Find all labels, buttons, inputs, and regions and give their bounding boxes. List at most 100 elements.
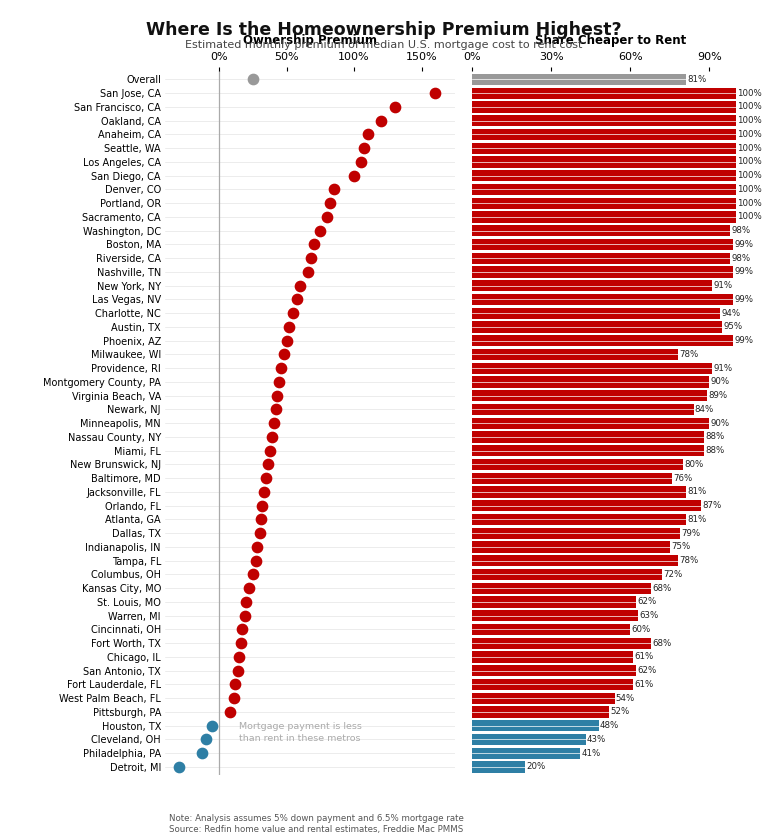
Bar bbox=[472, 692, 614, 704]
Text: 62%: 62% bbox=[637, 597, 656, 607]
Bar bbox=[472, 184, 736, 195]
Bar bbox=[472, 555, 677, 566]
Point bbox=[255, 513, 267, 526]
Text: Estimated monthly premium of median U.S. mortgage cost to rent cost: Estimated monthly premium of median U.S.… bbox=[185, 40, 583, 50]
Point bbox=[247, 567, 259, 581]
Point bbox=[251, 541, 263, 554]
Text: 54%: 54% bbox=[616, 694, 635, 702]
Bar bbox=[472, 280, 712, 292]
Point bbox=[362, 127, 374, 141]
Text: 99%: 99% bbox=[734, 240, 753, 249]
Text: 41%: 41% bbox=[581, 748, 601, 758]
X-axis label: Share Cheaper to Rent: Share Cheaper to Rent bbox=[535, 34, 687, 47]
Text: 87%: 87% bbox=[703, 501, 722, 510]
Text: 90%: 90% bbox=[710, 419, 730, 427]
Point bbox=[328, 183, 340, 196]
Text: 99%: 99% bbox=[734, 295, 753, 304]
Text: 98%: 98% bbox=[732, 226, 751, 235]
Point bbox=[247, 73, 259, 86]
Point bbox=[264, 444, 276, 458]
Point bbox=[287, 307, 300, 320]
Bar bbox=[472, 198, 736, 209]
Text: 98%: 98% bbox=[732, 254, 751, 262]
Point bbox=[257, 485, 270, 499]
Text: 78%: 78% bbox=[679, 350, 698, 359]
Text: 52%: 52% bbox=[611, 707, 630, 716]
Bar bbox=[472, 747, 581, 758]
Text: Note: Analysis assumes 5% down payment and 6.5% mortgage rate
Source: Redfin hom: Note: Analysis assumes 5% down payment a… bbox=[169, 815, 464, 834]
Point bbox=[268, 416, 280, 430]
Text: 81%: 81% bbox=[687, 488, 707, 496]
Point bbox=[207, 719, 219, 732]
Bar bbox=[472, 582, 651, 594]
Text: 95%: 95% bbox=[723, 323, 743, 332]
Bar bbox=[472, 761, 525, 773]
Bar bbox=[472, 74, 686, 85]
Bar bbox=[472, 335, 733, 346]
Text: 100%: 100% bbox=[737, 144, 762, 153]
Text: 100%: 100% bbox=[737, 102, 762, 111]
Point bbox=[232, 664, 244, 677]
Point bbox=[273, 375, 285, 389]
Text: 90%: 90% bbox=[710, 377, 730, 386]
Point bbox=[294, 279, 306, 292]
Bar bbox=[472, 500, 701, 511]
Point bbox=[250, 554, 262, 567]
Bar bbox=[472, 349, 677, 360]
Point bbox=[233, 650, 246, 664]
Point bbox=[223, 706, 236, 719]
Text: 80%: 80% bbox=[684, 460, 703, 469]
Text: 81%: 81% bbox=[687, 515, 707, 524]
Point bbox=[173, 760, 185, 773]
Bar bbox=[472, 417, 710, 429]
Point bbox=[314, 224, 326, 237]
Bar bbox=[472, 651, 633, 663]
Text: 100%: 100% bbox=[737, 185, 762, 194]
Bar bbox=[472, 129, 736, 140]
Bar bbox=[472, 252, 730, 264]
Bar bbox=[472, 473, 673, 484]
Bar bbox=[472, 706, 609, 717]
Text: 20%: 20% bbox=[526, 763, 545, 772]
Bar bbox=[472, 88, 736, 99]
Bar bbox=[472, 638, 651, 649]
Text: 76%: 76% bbox=[674, 473, 693, 483]
Point bbox=[302, 266, 314, 279]
Text: 84%: 84% bbox=[695, 405, 714, 414]
Bar bbox=[472, 569, 662, 580]
Text: 100%: 100% bbox=[737, 199, 762, 208]
Point bbox=[229, 678, 241, 691]
Bar bbox=[472, 734, 585, 745]
Text: 79%: 79% bbox=[682, 529, 700, 538]
Text: 75%: 75% bbox=[671, 542, 690, 551]
Text: 61%: 61% bbox=[634, 653, 654, 661]
Text: Where Is the Homeownership Premium Highest?: Where Is the Homeownership Premium Highe… bbox=[146, 21, 622, 39]
Bar bbox=[472, 376, 710, 388]
Point bbox=[355, 155, 367, 168]
Text: 100%: 100% bbox=[737, 89, 762, 98]
Point bbox=[291, 292, 303, 306]
Text: 68%: 68% bbox=[653, 639, 672, 648]
Point bbox=[389, 101, 401, 114]
Bar bbox=[472, 211, 736, 223]
Text: 43%: 43% bbox=[587, 735, 606, 744]
Text: 100%: 100% bbox=[737, 158, 762, 167]
Point bbox=[429, 86, 442, 100]
Point bbox=[257, 499, 269, 512]
Text: 78%: 78% bbox=[679, 556, 698, 565]
Point bbox=[234, 637, 247, 650]
Point bbox=[348, 169, 360, 183]
Bar bbox=[472, 157, 736, 168]
Text: 88%: 88% bbox=[705, 432, 725, 442]
Bar bbox=[472, 225, 730, 236]
Text: 100%: 100% bbox=[737, 130, 762, 139]
Point bbox=[321, 210, 333, 224]
Point bbox=[270, 403, 282, 416]
Bar bbox=[472, 170, 736, 181]
Point bbox=[260, 472, 273, 485]
Bar bbox=[472, 142, 736, 154]
Text: 100%: 100% bbox=[737, 116, 762, 125]
Bar bbox=[472, 239, 733, 250]
Bar bbox=[472, 720, 599, 732]
Bar bbox=[472, 390, 707, 401]
